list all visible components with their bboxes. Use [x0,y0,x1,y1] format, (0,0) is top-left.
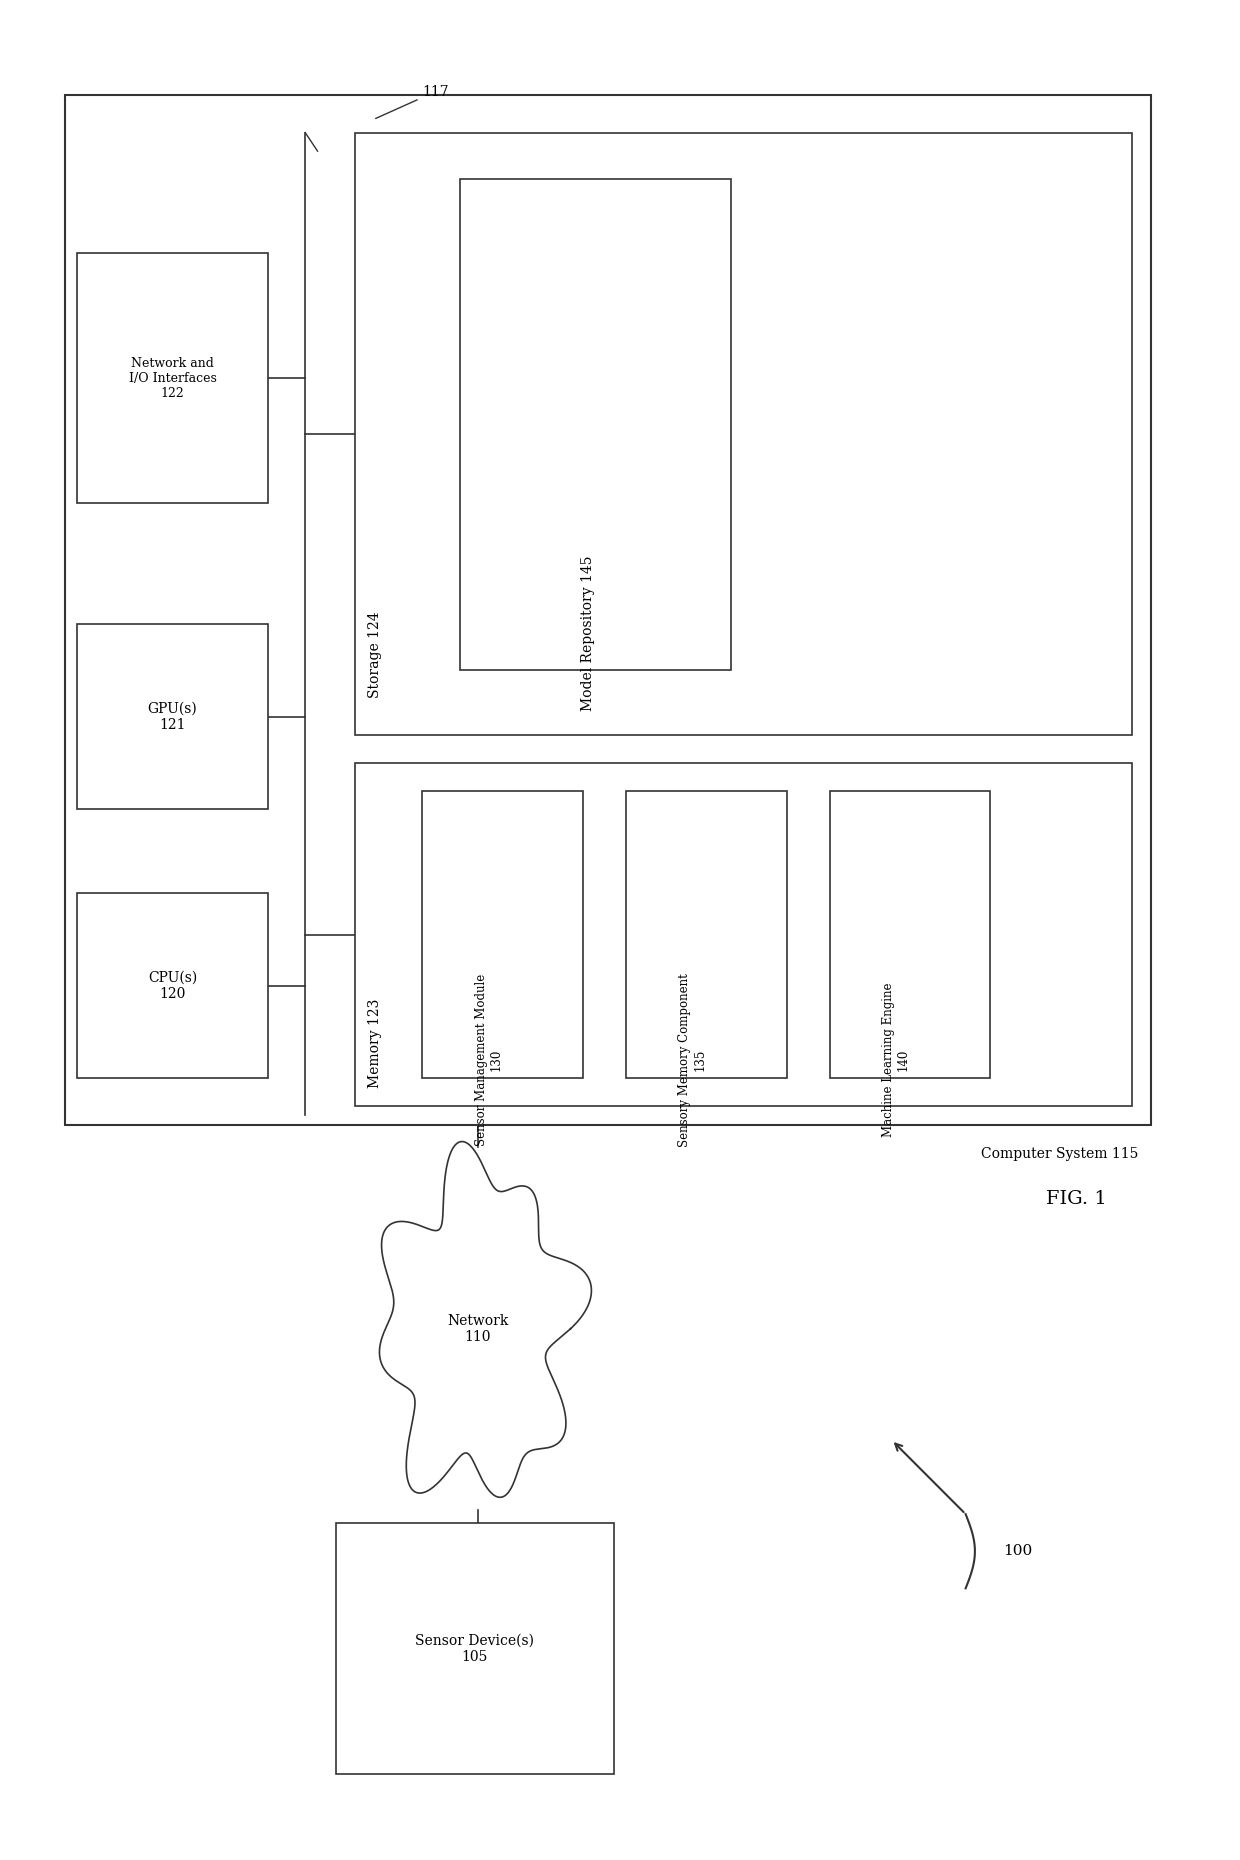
Bar [830,790,991,1079]
Bar [336,1523,614,1774]
Text: Network and
I/O Interfaces
122: Network and I/O Interfaces 122 [129,357,217,400]
Bar [77,893,268,1079]
Text: Model Repository 145: Model Repository 145 [582,556,595,711]
Text: Storage 124: Storage 124 [368,612,382,698]
Text: Computer System 115: Computer System 115 [981,1148,1138,1161]
Bar [77,253,268,504]
Bar [77,623,268,809]
Text: 117: 117 [376,84,449,119]
Text: Memory 123: Memory 123 [368,999,382,1088]
Text: Sensory Memory Component
135: Sensory Memory Component 135 [678,973,707,1146]
Text: Sensor Device(s)
105: Sensor Device(s) 105 [415,1633,534,1663]
Bar [355,132,1132,735]
Text: Machine Learning Engine
140: Machine Learning Engine 140 [882,982,910,1136]
Text: 100: 100 [1003,1544,1032,1559]
Polygon shape [379,1142,591,1497]
Text: FIG. 1: FIG. 1 [1047,1190,1107,1207]
Text: Sensor Management Module
130: Sensor Management Module 130 [475,973,502,1146]
Bar [460,179,732,670]
Text: Network
110: Network 110 [448,1313,508,1343]
Bar [423,790,583,1079]
Bar [355,763,1132,1107]
Bar [64,95,1151,1125]
Text: GPU(s)
121: GPU(s) 121 [148,701,197,731]
Bar [626,790,786,1079]
Text: CPU(s)
120: CPU(s) 120 [148,971,197,1001]
